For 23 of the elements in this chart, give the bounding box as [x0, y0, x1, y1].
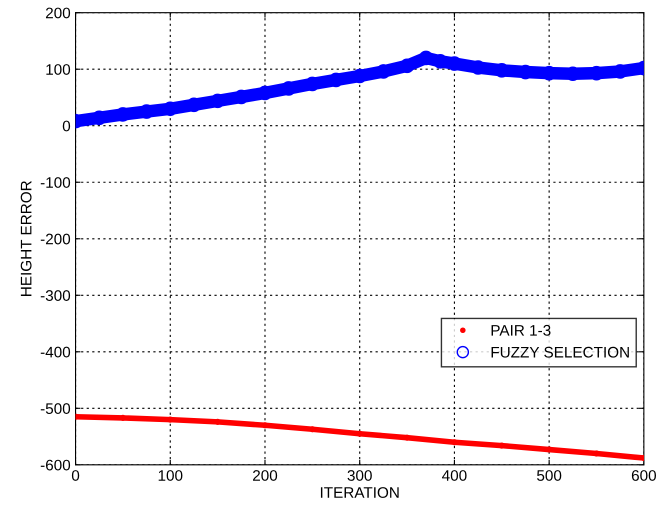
- y-tick-label: -600: [40, 460, 70, 471]
- x-tick-label: 300: [348, 470, 372, 481]
- x-tick-label: 0: [72, 470, 80, 481]
- y-tick-label: -100: [40, 177, 70, 188]
- y-tick-label: -500: [40, 403, 70, 414]
- point: [400, 58, 414, 74]
- y-tick-label: -200: [40, 234, 70, 244]
- y-tick-label: -400: [40, 346, 70, 358]
- x-tick-label: 400: [442, 470, 467, 481]
- x-tick-label: 600: [632, 470, 656, 481]
- point: [376, 64, 391, 79]
- x-axis-title: ITERATION: [320, 487, 399, 498]
- y-tick-label: -300: [40, 290, 70, 301]
- y-tick-label: 0: [62, 120, 70, 132]
- x-tick-label: 500: [537, 470, 562, 481]
- y-tick-label: 100: [46, 64, 70, 75]
- legend-label: FUZZY SELECTION: [492, 346, 629, 358]
- legend-label: PAIR 1-3: [492, 324, 551, 336]
- y-tick-label: 200: [46, 8, 70, 18]
- x-tick-label: 200: [253, 470, 278, 481]
- y-axis-title: HEIGHT ERROR: [20, 181, 32, 296]
- point: [418, 50, 434, 66]
- x-tick-label: 100: [158, 470, 182, 481]
